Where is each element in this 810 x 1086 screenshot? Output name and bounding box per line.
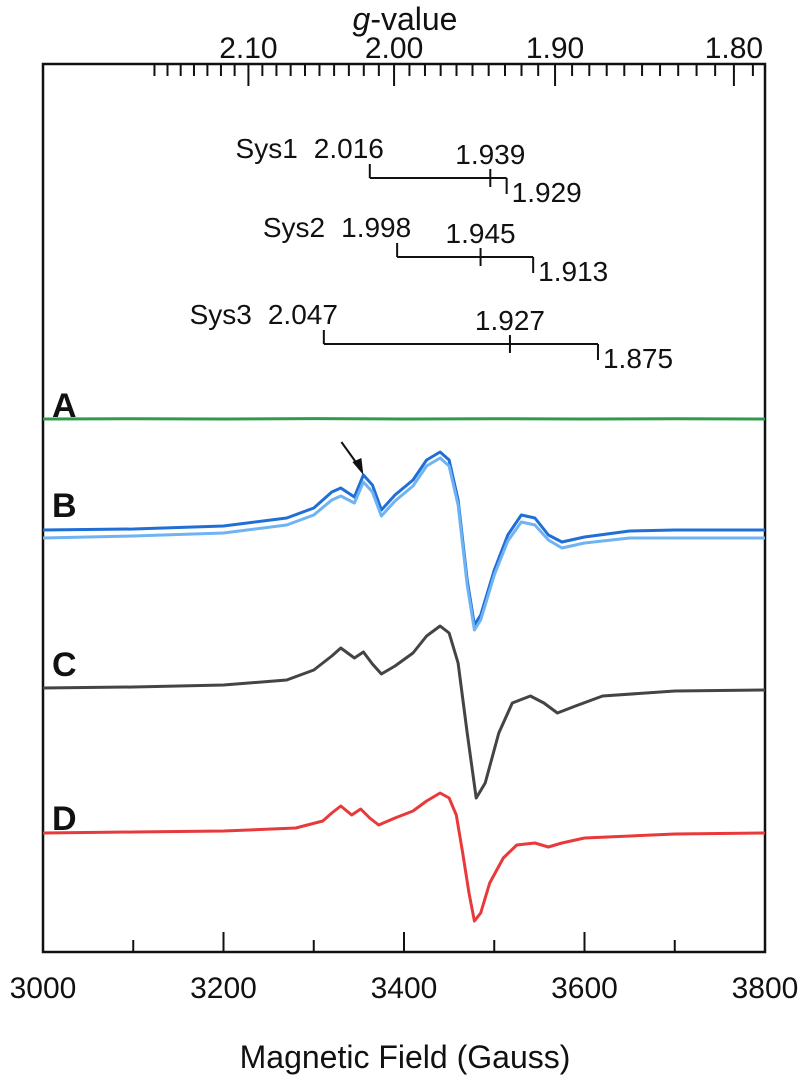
- trace-line: [42, 450, 765, 627]
- trace-line: [42, 624, 766, 800]
- system-g-value: 1.945: [446, 218, 516, 249]
- axis-ticks: [42, 64, 766, 952]
- system-g-value: 1.939: [455, 139, 525, 170]
- system-name: Sys2: [263, 212, 325, 243]
- system-g-value: 1.929: [512, 177, 582, 208]
- g-value-systems: Sys1 2.016 1.939 1.929 Sys2 1.998 1.945 1.913 Sy…: [190, 133, 673, 374]
- system-g-value: 2.016: [314, 133, 384, 164]
- top-axis-title: g-value: [353, 1, 458, 37]
- arrow-head: [352, 458, 364, 475]
- system-g-value: 1.998: [341, 212, 411, 243]
- trace-label: C: [52, 646, 77, 684]
- top-axis-title-italic: g: [353, 1, 371, 37]
- system-g-value: 1.927: [475, 305, 545, 336]
- trace-label: A: [52, 387, 77, 425]
- system-g-value: 1.875: [603, 343, 673, 374]
- trace-line: [42, 791, 766, 923]
- x-tick-label: 3400: [371, 972, 438, 1005]
- plot-frame: [41, 62, 767, 954]
- x-tick-label: 3800: [732, 972, 799, 1005]
- g-tick-label: 1.90: [526, 32, 584, 65]
- axis-tick-labels: 3000 3200 3400 3600 3800 2.10 2.00 1.90 1.80: [10, 32, 799, 1005]
- arrow-marker: [340, 441, 364, 475]
- g-tick-label: 2.10: [219, 32, 277, 65]
- spectrum-traces: [42, 417, 766, 923]
- x-axis-title: Magnetic Field (Gauss): [240, 1039, 571, 1075]
- trace-label: D: [52, 800, 77, 838]
- system-name: Sys1: [236, 133, 298, 164]
- system-g-value: 1.913: [538, 256, 608, 287]
- x-tick-label: 3200: [190, 972, 257, 1005]
- x-tick-label: 3000: [10, 972, 77, 1005]
- trace-line: [42, 456, 765, 632]
- g-tick-label: 1.80: [705, 32, 763, 65]
- top-axis-title-rest: -value: [370, 1, 457, 37]
- trace-label: B: [52, 487, 77, 525]
- system-g-value: 2.047: [268, 299, 338, 330]
- g-tick-label: 2.00: [365, 32, 423, 65]
- trace-labels: A B C D: [52, 387, 77, 838]
- system-name: Sys3: [190, 299, 252, 330]
- x-tick-label: 3600: [551, 972, 618, 1005]
